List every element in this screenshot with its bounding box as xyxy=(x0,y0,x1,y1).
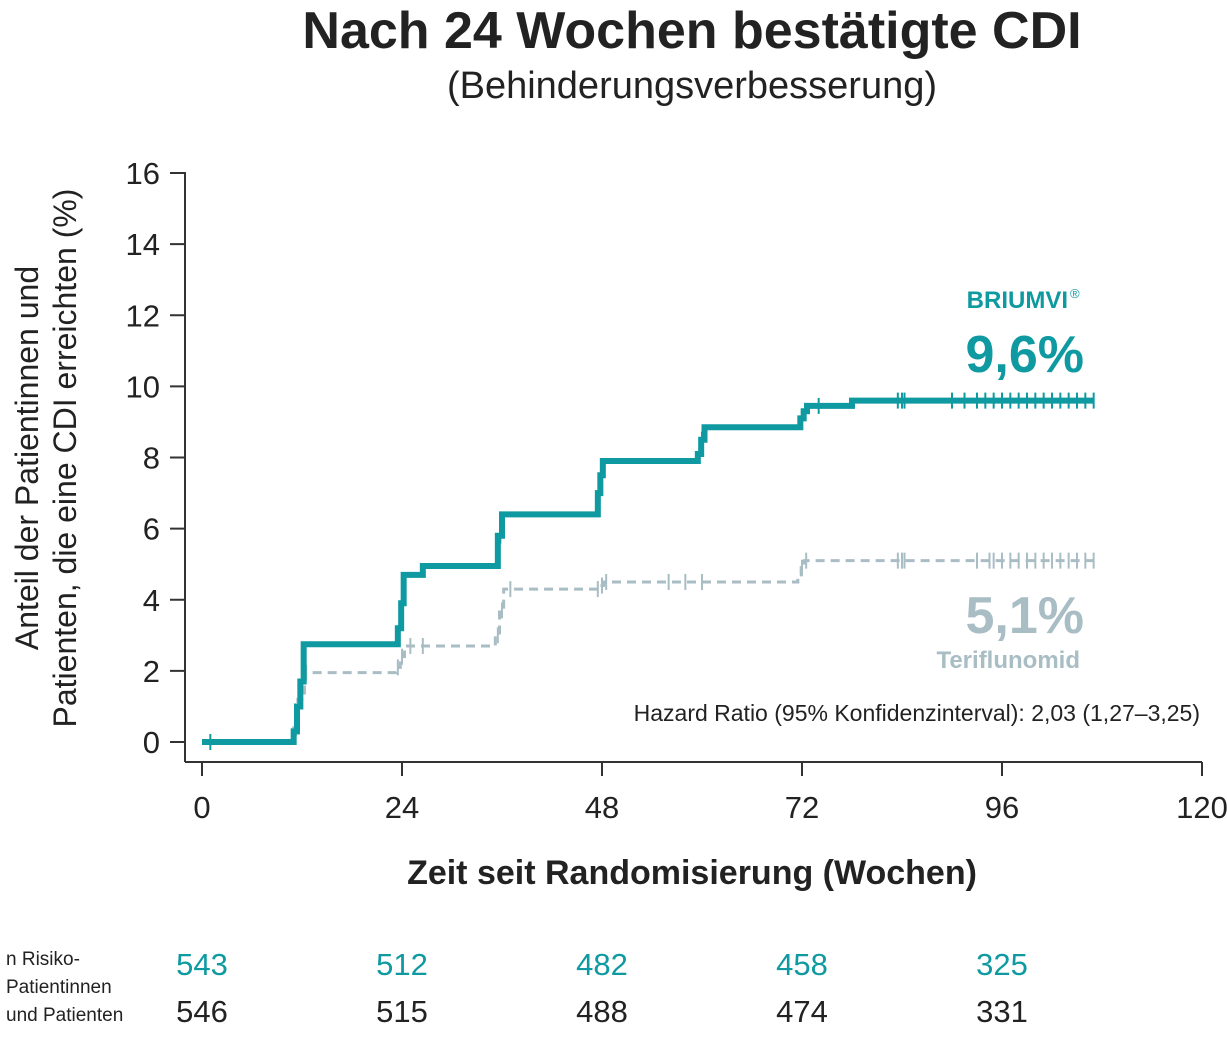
y-tick-label: 4 xyxy=(143,583,160,618)
x-tick-label: 72 xyxy=(785,790,819,825)
x-tick-label: 48 xyxy=(585,790,619,825)
x-tick-label: 96 xyxy=(985,790,1019,825)
briumvi-registered-mark: ® xyxy=(1070,286,1080,301)
risk-value-briumvi: 458 xyxy=(776,947,828,982)
y-axis-label-line2: Patienten, die eine CDI erreichten (%) xyxy=(47,189,83,728)
y-axis-label-line1: Anteil der Patientinnen und xyxy=(9,266,45,650)
risk-table-values: 543 546 512 515 482 488 458 474 325 331 xyxy=(176,947,1028,1029)
hazard-ratio-text: Hazard Ratio (95% Konfidenzinterval): 2,… xyxy=(634,700,1200,726)
y-tick-label: 8 xyxy=(143,441,160,476)
risk-table-label-line1: n Risiko- xyxy=(6,949,80,970)
y-ticks: 0 2 4 6 8 10 12 14 16 xyxy=(126,156,185,760)
briumvi-label: BRIUMVI xyxy=(967,287,1068,314)
series-layer xyxy=(202,392,1095,750)
chart-title: Nach 24 Wochen bestätigte CDI xyxy=(302,2,1081,60)
series-line xyxy=(202,397,1094,745)
y-tick-label: 10 xyxy=(126,369,160,404)
risk-value-teriflunomid: 515 xyxy=(376,994,428,1029)
y-tick-label: 12 xyxy=(126,298,160,333)
risk-value-teriflunomid: 488 xyxy=(576,994,628,1029)
briumvi-value: 9,6% xyxy=(965,326,1084,384)
x-tick-label: 120 xyxy=(1176,790,1227,825)
teriflunomid-value: 5,1% xyxy=(965,587,1084,645)
risk-table-label-line3: und Patienten xyxy=(6,1005,123,1026)
x-tick-label: 24 xyxy=(385,790,419,825)
risk-value-teriflunomid: 474 xyxy=(776,994,828,1029)
x-ticks: 0 24 48 72 96 120 xyxy=(193,762,1227,825)
y-tick-label: 0 xyxy=(143,725,160,760)
x-axis-label: Zeit seit Randomisierung (Wochen) xyxy=(407,854,977,892)
risk-value-teriflunomid: 331 xyxy=(976,994,1028,1029)
y-tick-label: 6 xyxy=(143,512,160,547)
risk-value-briumvi: 482 xyxy=(576,947,628,982)
risk-value-briumvi: 543 xyxy=(176,947,228,982)
chart-subtitle: (Behinderungsverbesserung) xyxy=(447,65,937,107)
risk-value-briumvi: 512 xyxy=(376,947,428,982)
y-tick-label: 16 xyxy=(126,156,160,191)
risk-value-briumvi: 325 xyxy=(976,947,1028,982)
risk-value-teriflunomid: 546 xyxy=(176,994,228,1029)
teriflunomid-label: Teriflunomid xyxy=(936,647,1080,674)
series-briumvi xyxy=(202,392,1095,750)
x-tick-label: 0 xyxy=(193,790,210,825)
risk-table-label-line2: Patientinnen xyxy=(6,977,112,998)
y-tick-label: 14 xyxy=(126,227,160,262)
y-tick-label: 2 xyxy=(143,654,160,689)
